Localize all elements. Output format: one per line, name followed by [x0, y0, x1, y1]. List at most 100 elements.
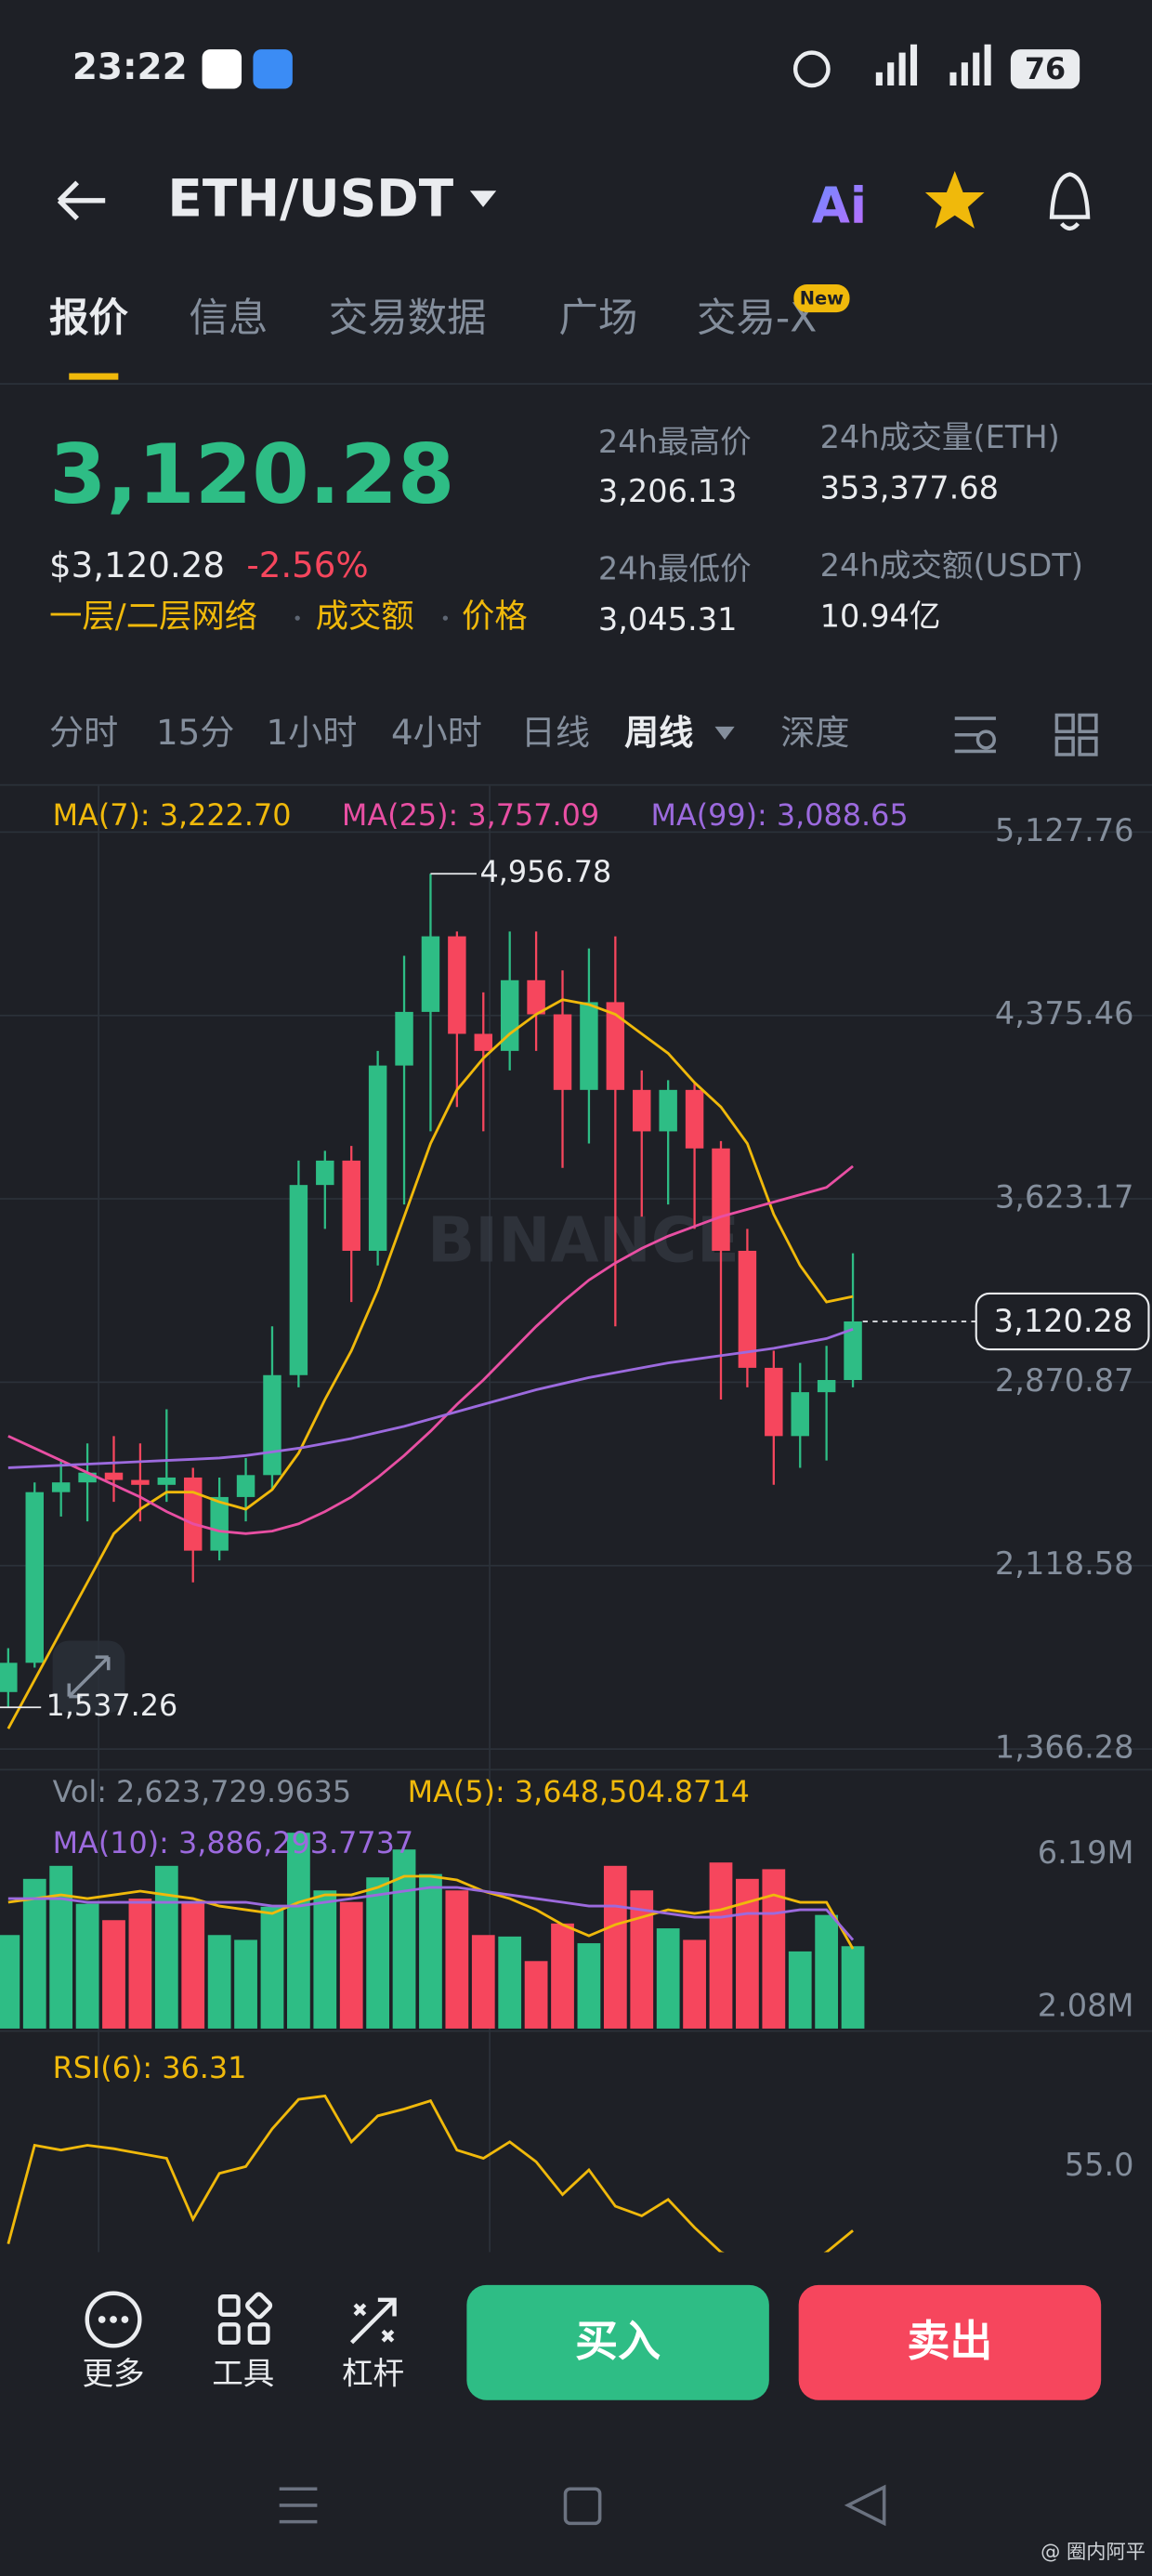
y-tick-label: 2,870.87 [995, 1362, 1134, 1399]
app-icon [202, 49, 242, 89]
candle-body [342, 1160, 360, 1251]
candle-body [500, 979, 519, 1051]
candle-body [817, 1380, 836, 1393]
candle-body [395, 1011, 413, 1066]
volume-bar [656, 1928, 680, 2029]
divider [0, 383, 1152, 385]
last-price-label: 3,120.28 [994, 1303, 1133, 1339]
nav-menu[interactable] [279, 2487, 318, 2524]
pair-dropdown[interactable] [469, 191, 497, 207]
interval[interactable]: 日线 [521, 713, 590, 753]
interval[interactable]: 4小时 [391, 713, 482, 753]
interval[interactable]: 周线 [624, 713, 693, 753]
nav-back[interactable] [844, 2484, 886, 2527]
candle-body [236, 1475, 255, 1497]
tag[interactable]: 价格 [462, 598, 528, 636]
tab[interactable]: 报价 [49, 296, 128, 341]
watermark: BINANCE [427, 1204, 740, 1277]
stat-label: 24h最低价 [598, 550, 752, 586]
volume-bar [102, 1920, 125, 2029]
volume-bar [577, 1943, 601, 2029]
rsi-plot [7, 2094, 854, 2253]
tab[interactable]: 交易数据 [329, 296, 487, 341]
candle-body [184, 1477, 203, 1551]
candle-body [263, 1374, 281, 1476]
stat-label: 24h成交额(USDT) [820, 547, 1083, 584]
stat-value: 353,377.68 [820, 470, 999, 506]
volume-bar [0, 1935, 20, 2029]
candle-body [659, 1089, 677, 1132]
alert-button[interactable] [1049, 172, 1091, 231]
volume-bar [154, 1865, 178, 2029]
y-tick-label: 2,118.58 [995, 1545, 1134, 1582]
action-label[interactable]: 工具 [212, 2356, 274, 2392]
buy-label[interactable]: 买入 [575, 2316, 661, 2366]
back-button[interactable] [57, 180, 106, 221]
indicator-settings[interactable] [954, 716, 996, 754]
price-plot [0, 874, 862, 1729]
app-icon [253, 49, 293, 89]
battery-level: 76 [1025, 51, 1066, 86]
candle-body [474, 1033, 493, 1051]
rsi-line [7, 2094, 854, 2253]
volume-bar [788, 1951, 812, 2029]
interval[interactable]: 分时 [49, 713, 118, 753]
volume-bar [260, 1906, 284, 2029]
tag-separator [295, 615, 300, 621]
candle-body [448, 936, 466, 1034]
interval[interactable]: 深度 [780, 713, 849, 753]
ai-button[interactable]: Ai [812, 177, 867, 234]
volume-bar [207, 1935, 231, 2029]
legend-entry: MA(25): 3,757.09 [342, 797, 599, 833]
new-badge-text: New [800, 287, 844, 309]
action-label[interactable]: 杠杆 [342, 2356, 404, 2392]
legend-entry: Vol: 2,623,729.9635 [53, 1774, 352, 1809]
tab[interactable]: 广场 [558, 296, 637, 341]
candle-body [210, 1496, 229, 1551]
y-tick-label: 2.08M [1038, 1987, 1134, 2023]
interval[interactable]: 15分 [156, 713, 234, 753]
volume-bar [630, 1890, 654, 2029]
action-label[interactable]: 更多 [82, 2356, 144, 2392]
tag[interactable]: 成交额 [316, 598, 414, 636]
volume-bar [339, 1901, 363, 2029]
candle-body [316, 1160, 334, 1186]
candle-body [157, 1477, 177, 1485]
layout-button[interactable] [1054, 713, 1098, 756]
nav-home[interactable] [563, 2487, 602, 2526]
volume-bar [524, 1961, 548, 2029]
tag-separator [442, 615, 449, 621]
fullscreen-icon [67, 1655, 111, 1699]
candle-body [368, 1065, 387, 1251]
tab[interactable]: 信息 [189, 296, 268, 341]
candle-body [765, 1367, 783, 1437]
volume-bar [815, 1914, 839, 2029]
candle-body [51, 1482, 71, 1492]
volume-bar [498, 1936, 522, 2029]
volume-bar [471, 1935, 495, 2029]
candle-body [78, 1472, 97, 1483]
candle-body [104, 1472, 124, 1480]
interval[interactable]: 1小时 [267, 713, 358, 753]
sell-label[interactable]: 卖出 [907, 2316, 992, 2366]
pair-title[interactable]: ETH/USDT [167, 169, 453, 229]
ma-line [7, 998, 854, 1729]
tools-icon[interactable] [217, 2292, 273, 2346]
divider [0, 783, 1152, 786]
last-price-box [975, 1292, 1150, 1351]
legend-entry: MA(10): 3,886,293.7737 [53, 1825, 414, 1860]
interval-dropdown[interactable] [714, 726, 735, 741]
battery [1010, 49, 1080, 89]
buy-button[interactable] [466, 2284, 769, 2400]
y-tick-label: 5,127.76 [995, 812, 1134, 848]
leverage-icon[interactable] [349, 2297, 397, 2345]
more-icon[interactable] [85, 2291, 142, 2348]
signal-icon [875, 44, 991, 85]
sell-button[interactable] [798, 2284, 1102, 2400]
y-tick-label: 4,375.46 [995, 995, 1134, 1032]
favorite-button[interactable] [924, 170, 985, 229]
candle-body [606, 1002, 625, 1090]
tag[interactable]: 一层/二层网络 [49, 598, 257, 636]
